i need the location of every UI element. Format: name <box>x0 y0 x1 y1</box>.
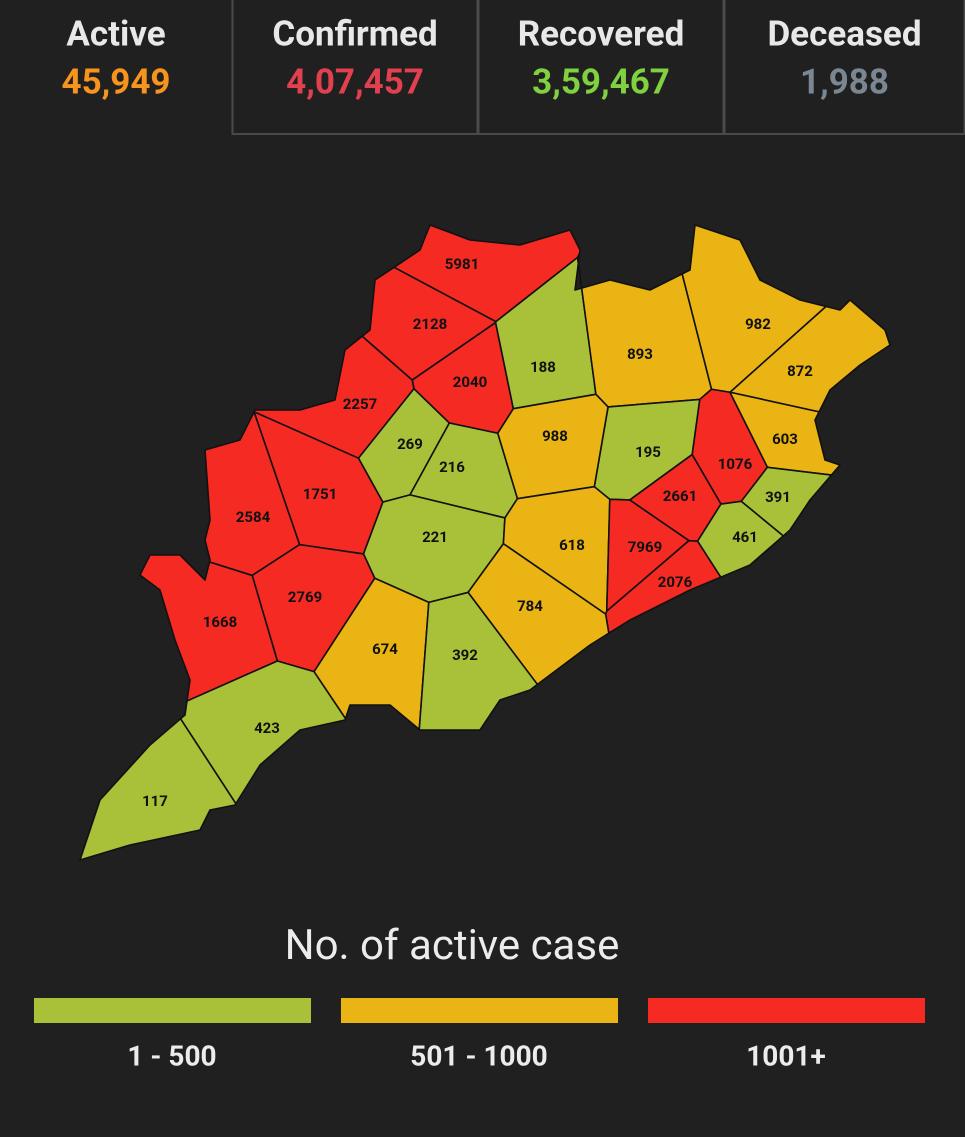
legend: No. of active case 1 - 500 501 - 1000 1001+ <box>34 921 925 1072</box>
district-label: 982 <box>745 315 771 333</box>
district-label: 2769 <box>288 588 322 606</box>
district-label: 893 <box>627 345 653 363</box>
district-label: 269 <box>397 435 423 453</box>
district-label: 221 <box>422 528 448 546</box>
district-label: 1751 <box>303 485 337 503</box>
district-label: 391 <box>765 488 791 506</box>
legend-title: No. of active case <box>285 921 620 970</box>
district-label: 461 <box>732 528 758 546</box>
district-label: 188 <box>530 358 556 376</box>
district <box>139 554 279 702</box>
legend-swatch <box>341 998 618 1023</box>
header: Active 45,949 Confirmed 4,07,457 Recovered 3,… <box>61 0 965 135</box>
district-label: 1668 <box>203 613 237 631</box>
legend-label: 1 - 500 <box>127 1039 216 1072</box>
district <box>418 591 539 731</box>
district-label: 195 <box>635 443 661 461</box>
stat-value: 45,949 <box>61 61 170 102</box>
district <box>179 660 347 805</box>
stat-value: 4,07,457 <box>286 61 424 102</box>
district-label: 618 <box>559 536 585 554</box>
legend-swatch <box>648 998 925 1023</box>
district-label: 216 <box>439 458 465 476</box>
legend-label: 501 - 1000 <box>410 1039 547 1072</box>
legend-swatch <box>34 998 311 1023</box>
district-label: 7969 <box>628 538 662 556</box>
district-label: 784 <box>517 597 543 615</box>
district-label: 392 <box>452 646 478 664</box>
district-label: 117 <box>142 792 168 810</box>
district-label: 2128 <box>413 315 447 333</box>
district-label: 872 <box>787 362 813 380</box>
district-label: 2584 <box>236 508 271 526</box>
stat-label: Confirmed <box>272 13 437 54</box>
district <box>496 393 609 500</box>
district-label: 2076 <box>658 573 693 591</box>
district-label: 988 <box>542 427 568 445</box>
stat-value: 1,988 <box>800 61 889 102</box>
district-label: 2257 <box>343 395 377 413</box>
stat-label: Deceased <box>767 13 921 54</box>
district-label: 5981 <box>445 255 479 273</box>
stat-panel <box>477 0 725 135</box>
district-label: 2040 <box>453 373 487 391</box>
district-label: 1076 <box>718 455 753 473</box>
stat-label: Recovered <box>518 13 685 54</box>
district-label: 423 <box>254 719 280 737</box>
district <box>79 718 237 861</box>
stat-label: Active <box>66 13 165 54</box>
stat-value: 3,59,467 <box>532 61 670 102</box>
legend-label: 1001+ <box>746 1039 826 1072</box>
state-map: 5981 2128 2040 2257 188 893 982 872 603 1076 195 98… <box>79 224 891 861</box>
stat-panel <box>723 0 965 135</box>
district-label: 603 <box>772 430 798 448</box>
district-label: 2661 <box>663 487 697 505</box>
district-label: 674 <box>372 640 398 658</box>
